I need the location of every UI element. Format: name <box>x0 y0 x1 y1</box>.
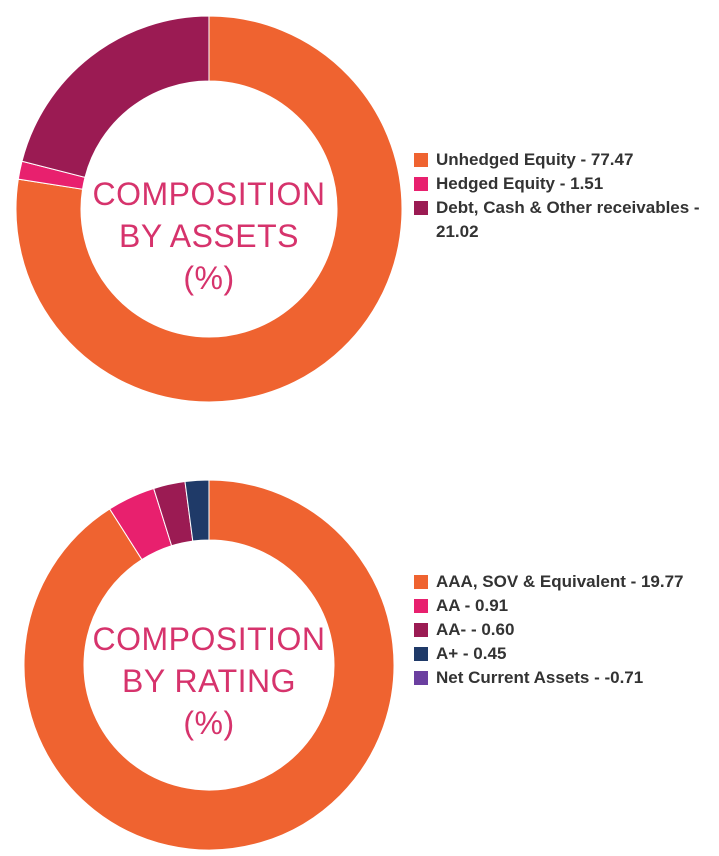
composition-by-rating-chart: COMPOSITION BY RATING (%) AAA, SOV & Equ… <box>0 420 719 856</box>
slice-aaa-sov <box>23 479 395 851</box>
slice-unhedged-equity <box>15 15 403 403</box>
legend-swatch <box>414 201 428 215</box>
legend-swatch <box>414 671 428 685</box>
composition-by-assets-chart: COMPOSITION BY ASSETS (%) Unhedged Equit… <box>0 0 719 420</box>
legend-label: Hedged Equity - 1.51 <box>436 174 604 193</box>
rating-title-line-2: BY RATING <box>121 663 296 699</box>
slice-debt-cash-other <box>21 15 210 178</box>
legend-label: Debt, Cash & Other receivables - 21.02 <box>436 198 700 241</box>
legend-item-hedged-equity: Hedged Equity - 1.51 <box>414 172 719 196</box>
assets-center-title: COMPOSITION BY ASSETS (%) <box>69 173 349 299</box>
assets-title-line-1: COMPOSITION <box>92 176 326 212</box>
rating-title-line-1: COMPOSITION <box>92 621 326 657</box>
legend-swatch <box>414 177 428 191</box>
assets-title-line-3: (%) <box>183 260 235 296</box>
rating-center-title: COMPOSITION BY RATING (%) <box>69 618 349 744</box>
legend-item-aaa-sov: AAA, SOV & Equivalent - 19.77 <box>414 570 719 594</box>
slice-a-plus <box>184 479 210 542</box>
legend-swatch <box>414 575 428 589</box>
legend-swatch <box>414 599 428 613</box>
rating-legend: AAA, SOV & Equivalent - 19.77 AA - 0.91 … <box>414 570 719 690</box>
legend-label: Net Current Assets - -0.71 <box>436 668 644 687</box>
legend-label: AA- - 0.60 <box>436 620 515 639</box>
legend-swatch <box>414 623 428 637</box>
legend-swatch <box>414 153 428 167</box>
legend-item-aa-minus: AA- - 0.60 <box>414 618 719 642</box>
legend-item-debt-cash-other: Debt, Cash & Other receivables - 21.02 <box>414 196 719 244</box>
legend-label: AA - 0.91 <box>436 596 509 615</box>
rating-title-line-3: (%) <box>183 705 235 741</box>
legend-item-net-current-assets: Net Current Assets - -0.71 <box>414 666 719 690</box>
legend-item-unhedged-equity: Unhedged Equity - 77.47 <box>414 148 719 172</box>
legend-item-a-plus: A+ - 0.45 <box>414 642 719 666</box>
assets-donut <box>15 15 403 403</box>
assets-title-line-2: BY ASSETS <box>119 218 299 254</box>
legend-swatch <box>414 647 428 661</box>
assets-legend: Unhedged Equity - 77.47 Hedged Equity - … <box>414 148 719 244</box>
rating-donut <box>23 479 395 851</box>
legend-label: A+ - 0.45 <box>436 644 507 663</box>
legend-label: AAA, SOV & Equivalent - 19.77 <box>436 572 684 591</box>
legend-item-aa: AA - 0.91 <box>414 594 719 618</box>
legend-label: Unhedged Equity - 77.47 <box>436 150 634 169</box>
